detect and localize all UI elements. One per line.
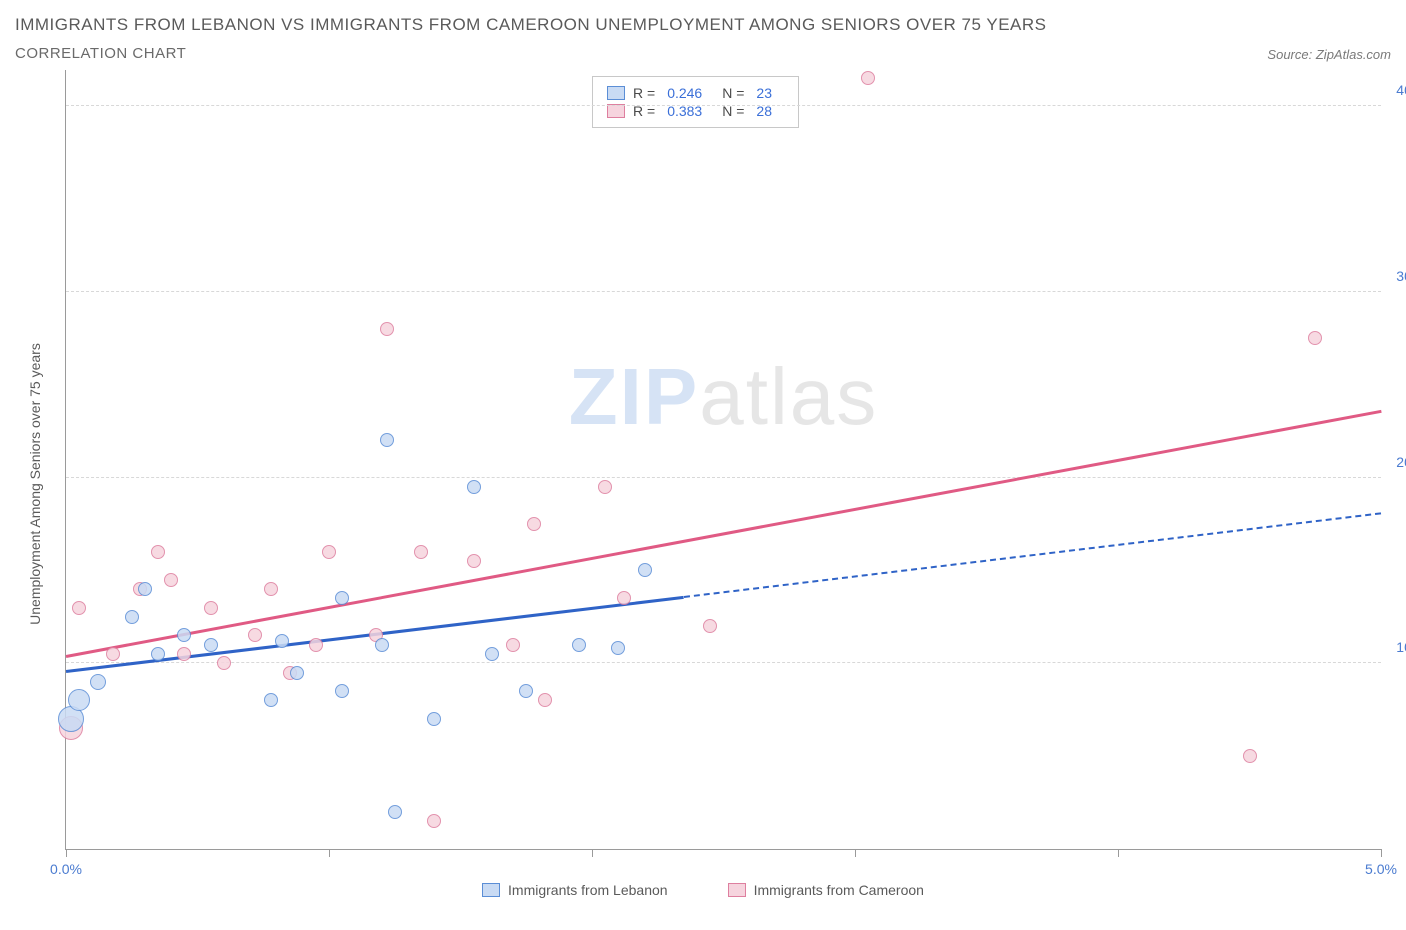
x-tick-label: 5.0% [1365, 861, 1397, 877]
data-point [506, 638, 520, 652]
legend-swatch [728, 883, 746, 897]
stats-legend: R =0.246N =23R =0.383N =28 [592, 76, 799, 128]
legend-swatch [607, 86, 625, 100]
data-point [375, 638, 389, 652]
series-legend: Immigrants from Lebanon Immigrants from C… [15, 882, 1391, 898]
data-point [290, 666, 304, 680]
data-point [427, 712, 441, 726]
data-point [151, 545, 165, 559]
chart-title: IMMIGRANTS FROM LEBANON VS IMMIGRANTS FR… [15, 15, 1391, 35]
gridline [66, 477, 1381, 478]
data-point [322, 545, 336, 559]
y-tick-label: 40.0% [1396, 82, 1406, 98]
y-axis-label: Unemployment Among Seniors over 75 years [27, 343, 43, 625]
data-point [598, 480, 612, 494]
data-point [164, 573, 178, 587]
data-point [264, 582, 278, 596]
x-tick [329, 849, 330, 857]
data-point [638, 563, 652, 577]
data-point [335, 591, 349, 605]
data-point [264, 693, 278, 707]
plot-area: ZIPatlas R =0.246N =23R =0.383N =28 10.0… [65, 70, 1381, 850]
data-point [703, 619, 717, 633]
data-point [467, 480, 481, 494]
data-point [248, 628, 262, 642]
data-point [527, 517, 541, 531]
legend-item: Immigrants from Lebanon [482, 882, 668, 898]
data-point [309, 638, 323, 652]
x-tick [592, 849, 593, 857]
gridline [66, 662, 1381, 663]
data-point [204, 638, 218, 652]
data-point [1308, 331, 1322, 345]
data-point [90, 674, 106, 690]
x-tick-label: 0.0% [50, 861, 82, 877]
y-tick-label: 20.0% [1396, 454, 1406, 470]
data-point [414, 545, 428, 559]
x-tick [1118, 849, 1119, 857]
data-point [275, 634, 289, 648]
data-point [380, 433, 394, 447]
legend-swatch [482, 883, 500, 897]
gridline [66, 291, 1381, 292]
y-tick-label: 10.0% [1396, 639, 1406, 655]
chart-subtitle: CORRELATION CHART [15, 45, 186, 62]
legend-stat-row: R =0.246N =23 [607, 85, 784, 101]
data-point [380, 322, 394, 336]
x-tick [66, 849, 67, 857]
data-point [151, 647, 165, 661]
data-point [427, 814, 441, 828]
data-point [538, 693, 552, 707]
data-point [388, 805, 402, 819]
data-point [68, 689, 90, 711]
data-point [177, 647, 191, 661]
data-point [125, 610, 139, 624]
data-point [72, 601, 86, 615]
data-point [1243, 749, 1257, 763]
y-tick-label: 30.0% [1396, 268, 1406, 284]
x-tick [1381, 849, 1382, 857]
data-point [519, 684, 533, 698]
source-credit: Source: ZipAtlas.com [1267, 47, 1391, 62]
legend-item: Immigrants from Cameroon [728, 882, 924, 898]
data-point [572, 638, 586, 652]
data-point [617, 591, 631, 605]
trend-line [684, 513, 1381, 599]
chart-container: Unemployment Among Seniors over 75 years… [15, 70, 1391, 898]
gridline [66, 105, 1381, 106]
data-point [138, 582, 152, 596]
data-point [106, 647, 120, 661]
data-point [335, 684, 349, 698]
data-point [204, 601, 218, 615]
x-tick [855, 849, 856, 857]
data-point [467, 554, 481, 568]
data-point [177, 628, 191, 642]
data-point [485, 647, 499, 661]
watermark: ZIPatlas [569, 351, 878, 443]
data-point [611, 641, 625, 655]
trend-line [66, 410, 1381, 658]
data-point [861, 71, 875, 85]
data-point [217, 656, 231, 670]
